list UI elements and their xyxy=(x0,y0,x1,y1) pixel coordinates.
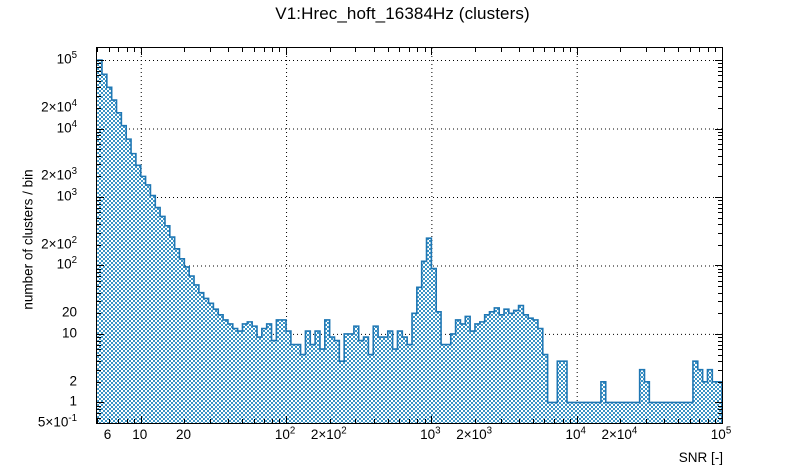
histogram-fill xyxy=(97,60,722,423)
histogram-svg xyxy=(97,48,722,423)
x-tick-label: 20 xyxy=(175,427,191,442)
x-tick-label: 6 xyxy=(103,427,112,442)
x-tick-label: 2×104 xyxy=(601,425,638,442)
x-tick-label: 10 xyxy=(132,427,148,442)
x-tick-label: 2×103 xyxy=(456,425,493,442)
axis-ticks xyxy=(97,48,722,423)
y-axis-label: number of clusters / bin xyxy=(20,169,36,310)
plot-area xyxy=(96,47,723,424)
histogram-outline xyxy=(97,59,722,423)
x-tick-label: 103 xyxy=(420,425,441,442)
x-axis-label: SNR [-] xyxy=(678,450,723,465)
x-tick-label: 105 xyxy=(710,425,732,442)
x-tick-label: 2×102 xyxy=(310,425,347,442)
x-tick-label: 102 xyxy=(274,425,296,442)
chart-title: V1:Hrec_hoft_16384Hz (clusters) xyxy=(275,4,530,23)
x-tick-label: 104 xyxy=(565,425,586,442)
